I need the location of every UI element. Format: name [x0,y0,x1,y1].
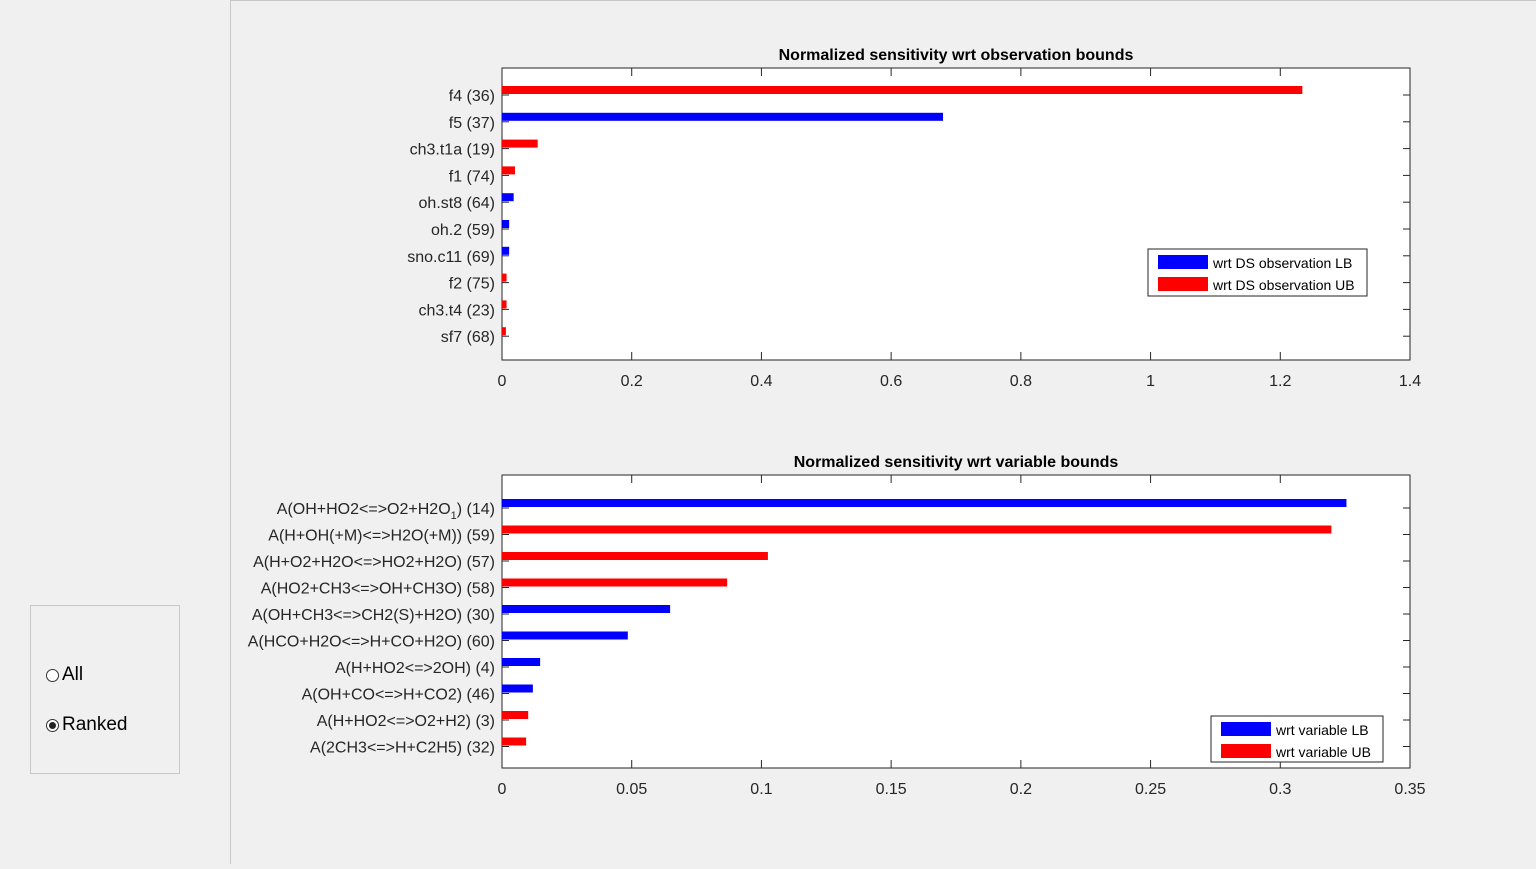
chart2-xtick-label: 0.05 [616,781,647,798]
radio-all-circle[interactable] [46,668,59,682]
chart1-category-label: ch3.t4 (23) [419,302,495,319]
radio-ranked[interactable]: Ranked [46,713,128,737]
chart2-xtick-label: 0.1 [750,781,772,798]
chart1-xtick-label: 0.4 [750,373,772,390]
chart2-xtick-label: 0.35 [1394,781,1425,798]
chart2-category-label: A(OH+CH3<=>CH2(S)+H2O) (30) [252,607,495,624]
chart1-bar-ub [502,139,538,148]
chart1-bar-ub [502,166,515,175]
chart2-category-label: A(H+HO2<=>2OH) (4) [335,660,495,677]
chart1-legend-swatch [1158,277,1208,291]
chart2-category-label: A(OH+HO2<=>O2+H2O1) (14) [277,501,495,522]
chart1-category-label: f4 (36) [449,88,495,105]
chart1-category-label: sf7 (68) [441,329,495,346]
chart2-xtick-label: 0.25 [1135,781,1166,798]
chart1-category-label: oh.2 (59) [431,222,495,239]
chart2-legend-label: wrt variable LB [1275,722,1369,738]
chart2-bar-ub [502,578,728,587]
chart2-bar-lb [502,499,1347,507]
chart1-bar-lb [502,112,944,121]
chart2-legend-swatch [1221,722,1271,736]
chart2-category-label: A(2CH3<=>H+C2H5) (32) [310,740,495,757]
chart2-category-label: A(H+O2+H2O<=>HO2+H2O) (57) [253,554,495,571]
chart2-category-label: A(HCO+H2O<=>H+CO+H2O) (60) [248,634,495,651]
radio-ranked-label[interactable]: Ranked [62,714,128,735]
chart1-bar-ub [502,273,507,282]
charts-canvas: Normalized sensitivity wrt observation b… [248,47,1426,798]
chart1-xtick-label: 0 [498,373,507,390]
chart1-category-label: sno.c11 (69) [407,249,495,266]
chart2-bar-ub [502,552,768,560]
chart1-xtick-label: 1 [1146,373,1155,390]
chart1-category-label: f5 (37) [449,115,495,132]
chart2-bar-lb [502,605,671,613]
chart2-category-label: A(HO2+CH3<=>OH+CH3O) (58) [261,581,495,598]
chart2-xtick-label: 0.3 [1269,781,1291,798]
radio-ranked-circle[interactable] [46,718,59,732]
chart1-xtick-label: 0.6 [880,373,902,390]
chart2-xtick-label: 0 [498,781,507,798]
chart2-category-label: A(H+OH(+M)<=>H2O(+M)) (59) [268,528,495,545]
chart2-bar-lb [502,684,533,693]
chart2-category-label: A(H+HO2<=>O2+H2) (3) [317,713,495,730]
chart2-bar-lb [502,658,541,666]
chart1-category-label: ch3.t1a (19) [410,142,495,159]
radio-all[interactable]: All [46,663,83,687]
chart1-bar-lb [502,246,510,255]
chart1-bar-ub [502,300,507,309]
plot-panel: Normalized sensitivity wrt observation b… [230,0,1536,864]
chart2-bar-ub [502,525,1332,534]
chart1-bar-lb [502,220,510,228]
chart2-title: Normalized sensitivity wrt variable boun… [794,454,1119,471]
chart1-xtick-label: 1.4 [1399,373,1421,390]
chart1-xtick-label: 1.2 [1269,373,1291,390]
chart1-bar-ub [502,327,506,336]
chart2-category-label: A(OH+CO<=>H+CO2) (46) [302,687,495,704]
chart2-bar-ub [502,711,529,719]
chart2-legend-label: wrt variable UB [1275,744,1371,760]
ranking-mode-panel: All Ranked [30,605,180,774]
chart1-bar-ub [502,86,1303,94]
chart1-category-label: f2 (75) [449,276,495,293]
chart2-legend-swatch [1221,744,1271,758]
chart1-xtick-label: 0.8 [1010,373,1032,390]
chart2-bar-ub [502,737,527,746]
chart2-xtick-label: 0.2 [1010,781,1032,798]
chart1-xtick-label: 0.2 [621,373,643,390]
chart2-bar-lb [502,631,628,640]
chart1-legend-label: wrt DS observation UB [1212,277,1355,293]
chart1-plot-area [501,67,1411,361]
chart2-xtick-label: 0.15 [876,781,907,798]
radio-all-label[interactable]: All [62,664,84,685]
chart1-category-label: oh.st8 (64) [419,195,495,212]
chart1-title: Normalized sensitivity wrt observation b… [779,47,1134,64]
chart1-legend-label: wrt DS observation LB [1212,255,1352,271]
chart1-category-label: f1 (74) [449,168,495,185]
chart1-legend-swatch [1158,255,1208,269]
chart1-bar-lb [502,193,514,202]
